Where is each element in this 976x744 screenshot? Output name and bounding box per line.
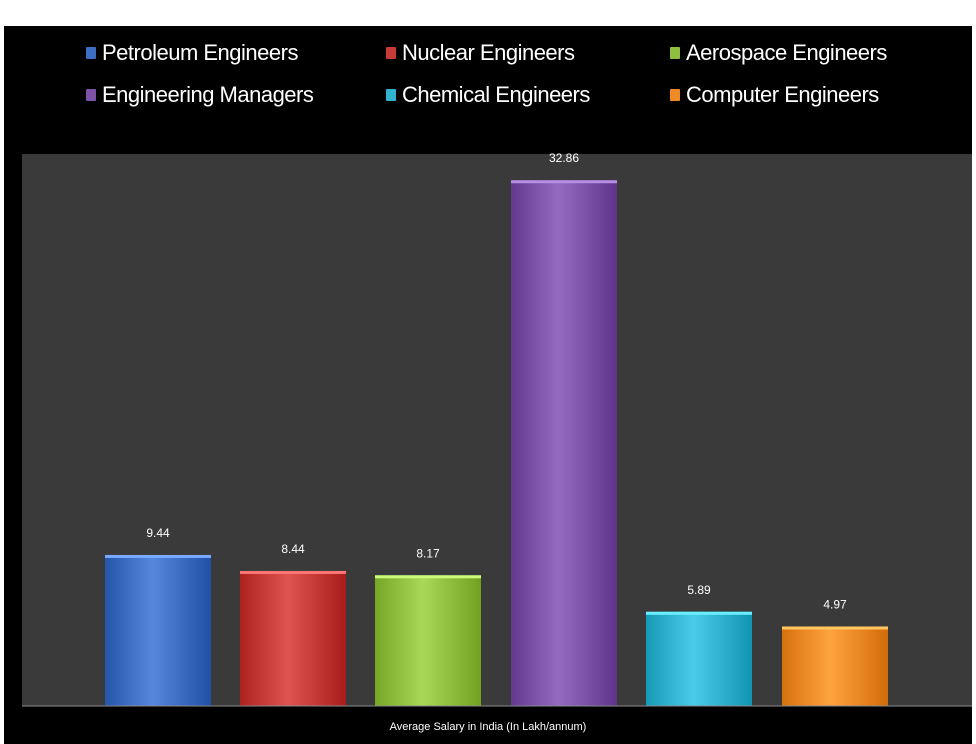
legend: Petroleum Engineers Nuclear Engineers Ae… — [4, 26, 972, 154]
legend-swatch-petroleum — [86, 47, 96, 59]
legend-swatch-aerospace — [670, 47, 680, 59]
legend-label-aerospace: Aerospace Engineers — [686, 40, 887, 65]
data-label: 32.86 — [549, 151, 579, 165]
bar-petroleum-engineers — [105, 554, 211, 706]
bar-highlight — [105, 554, 211, 558]
data-label: 4.97 — [823, 597, 847, 611]
legend-item-eng-managers: Engineering Managers — [86, 80, 314, 110]
bar-engineering-managers — [511, 180, 617, 707]
legend-label-computer: Computer Engineers — [686, 82, 879, 107]
bar-highlight — [240, 570, 346, 574]
data-label: 5.89 — [687, 583, 711, 597]
legend-item-chemical: Chemical Engineers — [386, 80, 590, 110]
legend-swatch-chemical — [386, 89, 396, 101]
bar-highlight — [511, 180, 617, 184]
data-label: 8.17 — [416, 546, 440, 560]
legend-swatch-eng-managers — [86, 89, 96, 101]
legend-item-nuclear: Nuclear Engineers — [386, 38, 575, 68]
legend-swatch-computer — [670, 89, 680, 101]
legend-label-petroleum: Petroleum Engineers — [102, 40, 298, 65]
data-label: 8.44 — [281, 542, 305, 556]
x-axis-title: Average Salary in India (In Lakh/annum) — [389, 721, 587, 733]
bar-computer-engineers — [782, 626, 888, 706]
bar-highlight — [646, 611, 752, 615]
legend-label-eng-managers: Engineering Managers — [102, 82, 314, 107]
legend-item-computer: Computer Engineers — [670, 80, 879, 110]
legend-label-nuclear: Nuclear Engineers — [402, 40, 575, 65]
bar-aerospace-engineers — [375, 575, 481, 706]
chart-frame: Petroleum Engineers Nuclear Engineers Ae… — [4, 26, 972, 744]
legend-item-aerospace: Aerospace Engineers — [670, 38, 887, 68]
bar-highlight — [375, 575, 481, 579]
bar-nuclear-engineers — [240, 570, 346, 706]
legend-label-chemical: Chemical Engineers — [402, 82, 590, 107]
bar-chart: 9.44 8.44 8.17 32.86 5.89 4.97 — [22, 151, 972, 707]
bar-highlight — [782, 626, 888, 630]
data-label: 9.44 — [146, 526, 170, 540]
legend-item-petroleum: Petroleum Engineers — [86, 38, 298, 68]
legend-swatch-nuclear — [386, 47, 396, 59]
bar-chemical-engineers — [646, 611, 752, 706]
